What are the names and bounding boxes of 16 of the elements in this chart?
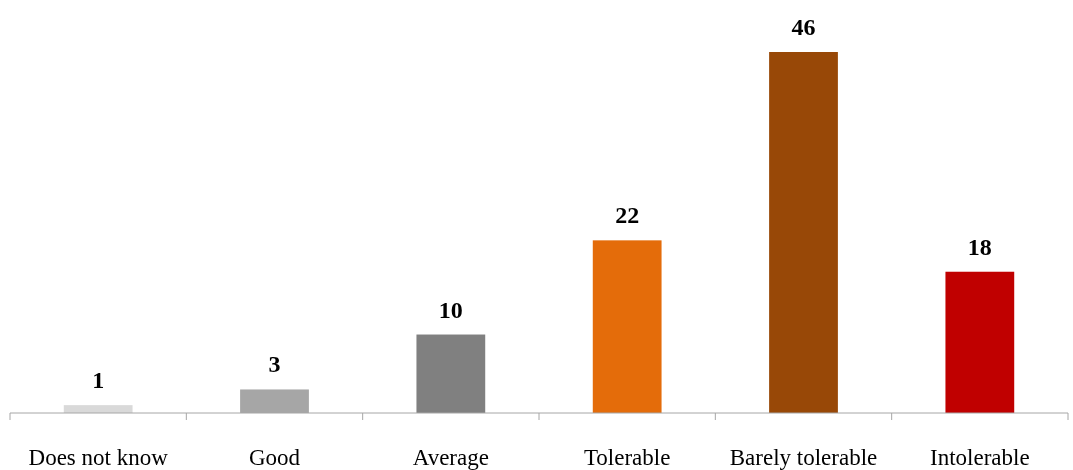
- data-label: 46: [791, 14, 816, 40]
- x-tick-label: Does not know: [28, 445, 169, 470]
- data-label: 3: [268, 351, 281, 378]
- x-tick-label: Intolerable: [930, 445, 1030, 470]
- bar: [592, 240, 662, 413]
- bar: [945, 271, 1015, 413]
- x-tick-label: Average: [412, 445, 489, 470]
- data-label: 22: [615, 202, 640, 229]
- data-label: 18: [967, 233, 992, 260]
- x-tick-label: Barely tolerable: [729, 445, 878, 470]
- bar: [769, 52, 838, 413]
- bar: [416, 334, 486, 413]
- data-label: 1: [92, 367, 105, 394]
- x-tick-label: Tolerable: [583, 445, 671, 470]
- data-label: 10: [438, 296, 463, 323]
- x-tick-label: Good: [248, 445, 301, 470]
